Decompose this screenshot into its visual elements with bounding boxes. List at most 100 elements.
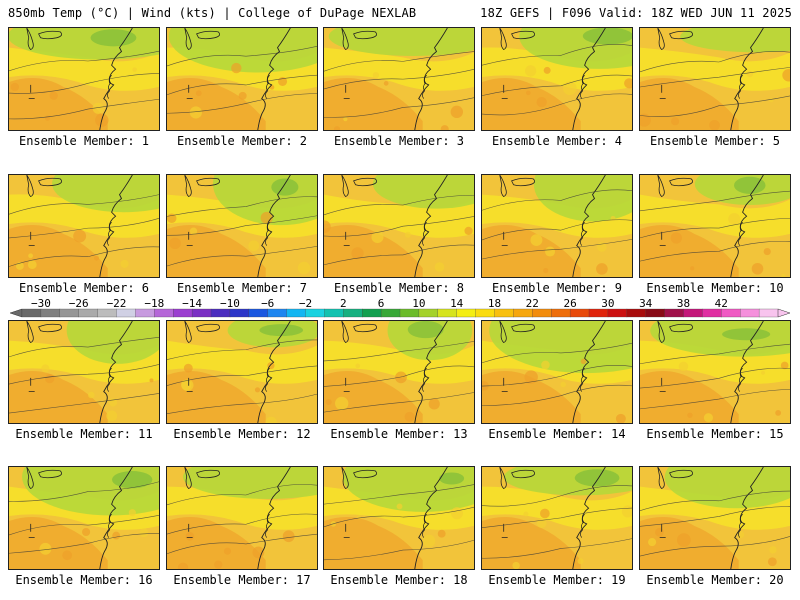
isotherm-contour bbox=[640, 67, 790, 88]
temperature-speckle bbox=[248, 240, 260, 252]
coastline bbox=[730, 28, 764, 130]
coastline bbox=[572, 467, 606, 569]
temperature-speckle bbox=[282, 530, 295, 543]
chesapeake-bay-outline bbox=[422, 221, 427, 246]
chesapeake-bay-outline bbox=[580, 513, 585, 538]
temperature-map bbox=[9, 321, 159, 423]
chesapeake-bay-outline bbox=[107, 513, 112, 538]
isotherm-contour bbox=[167, 93, 317, 114]
cool-region bbox=[52, 175, 159, 213]
temperature-speckle bbox=[231, 62, 242, 74]
colorbar-swatch bbox=[286, 308, 306, 318]
warm-region bbox=[640, 225, 739, 277]
temperature-speckle bbox=[536, 97, 547, 108]
isotherm-contour bbox=[324, 365, 474, 387]
colorbar-swatch bbox=[380, 308, 401, 318]
colorbar-tick-label: 22 bbox=[526, 298, 539, 310]
interior-outline bbox=[659, 84, 666, 100]
colorbar-swatch bbox=[475, 308, 495, 318]
colorbar-swatch bbox=[210, 308, 231, 318]
temperature-map bbox=[482, 28, 632, 130]
temperature-map bbox=[167, 175, 317, 277]
interior-outline bbox=[28, 84, 35, 100]
colorbar-tick-label: 26 bbox=[563, 298, 576, 310]
colorbar-tick-label: 2 bbox=[340, 298, 347, 310]
great-lakes-outline bbox=[657, 321, 694, 344]
coastline bbox=[730, 175, 764, 277]
interior-outline bbox=[186, 84, 193, 100]
isotherm-contour bbox=[9, 364, 159, 385]
great-lakes-outline bbox=[341, 321, 378, 344]
cooler-region bbox=[574, 469, 620, 487]
coastline bbox=[99, 321, 133, 423]
colorbar-swatch bbox=[758, 308, 779, 318]
temperature-speckle bbox=[562, 81, 577, 96]
temperature-map bbox=[324, 467, 474, 569]
temperature-speckle bbox=[782, 68, 790, 82]
temperature-speckle bbox=[334, 396, 349, 411]
isotherm-contour bbox=[167, 196, 317, 217]
temperature-speckle bbox=[333, 126, 341, 130]
isotherm-contour bbox=[167, 46, 317, 67]
chart-title: 850mb Temp (°C) | Wind (kts) | College o… bbox=[8, 6, 417, 20]
ensemble-member-label: Ensemble Member: 3 bbox=[333, 134, 465, 148]
chesapeake-bay-outline bbox=[738, 74, 743, 99]
temperature-speckle bbox=[671, 117, 680, 126]
isotherm-contour bbox=[640, 490, 790, 511]
temperature-speckle bbox=[728, 213, 741, 226]
temperature-speckle bbox=[761, 370, 766, 375]
temperature-map bbox=[167, 321, 317, 423]
ensemble-member-label: Ensemble Member: 17 bbox=[173, 573, 311, 587]
colorbar-swatch bbox=[551, 308, 571, 318]
temperature-speckle bbox=[703, 413, 713, 423]
colorbar-swatch bbox=[740, 308, 760, 318]
ensemble-map-panel bbox=[323, 174, 475, 278]
temperature-speckle bbox=[183, 363, 193, 373]
isotherm-contour bbox=[640, 367, 790, 389]
temperature-speckle bbox=[214, 560, 223, 569]
cool-region bbox=[680, 28, 790, 53]
temperature-map bbox=[324, 321, 474, 423]
isotherm-contour bbox=[167, 365, 317, 386]
colorbar-tick-label: 30 bbox=[601, 298, 614, 310]
interior-outline bbox=[659, 523, 666, 539]
ensemble-member-label: Ensemble Member: 20 bbox=[646, 573, 784, 587]
coastline bbox=[572, 28, 606, 130]
ensemble-member-label: Ensemble Member: 15 bbox=[646, 427, 784, 441]
temperature-speckle bbox=[396, 503, 403, 510]
great-lakes-outline bbox=[26, 321, 63, 344]
temperature-speckle bbox=[82, 527, 91, 537]
ensemble-member-label: Ensemble Member: 7 bbox=[176, 281, 308, 295]
isotherm-contour bbox=[9, 98, 159, 120]
cool-region bbox=[66, 321, 159, 364]
mild-region bbox=[482, 486, 632, 530]
isotherm-contour bbox=[9, 218, 159, 239]
chesapeake-bay-outline bbox=[265, 74, 270, 99]
temperature-speckle bbox=[404, 411, 415, 422]
ensemble-map-panel bbox=[323, 27, 475, 131]
great-lakes-outline bbox=[26, 28, 63, 51]
ensemble-member-label: Ensemble Member: 19 bbox=[488, 573, 626, 587]
colorbar-swatch bbox=[494, 308, 514, 318]
temperature-speckle bbox=[92, 102, 104, 114]
ensemble-member-label: Ensemble Member: 8 bbox=[333, 281, 465, 295]
great-lakes-outline bbox=[341, 28, 378, 51]
temperature-speckle bbox=[560, 381, 566, 388]
ensemble-member-label: Ensemble Member: 18 bbox=[330, 573, 468, 587]
great-lakes-outline bbox=[184, 28, 221, 51]
mild-region bbox=[482, 47, 632, 91]
cool-region bbox=[183, 467, 317, 499]
temperature-map bbox=[324, 28, 474, 130]
colorbar-tick-label: 14 bbox=[450, 298, 464, 310]
temperature-speckle bbox=[615, 413, 626, 423]
chesapeake-bay-outline bbox=[580, 367, 585, 392]
temperature-map bbox=[167, 28, 317, 130]
mild-region bbox=[640, 47, 790, 91]
temperature-speckle bbox=[512, 561, 520, 569]
colorbar-swatch bbox=[569, 308, 590, 318]
isotherm-contour bbox=[640, 217, 790, 239]
temperature-speckle bbox=[450, 105, 464, 119]
isotherm-contour bbox=[9, 533, 159, 554]
temperature-speckle bbox=[41, 364, 50, 373]
temperature-speckle bbox=[530, 234, 543, 247]
